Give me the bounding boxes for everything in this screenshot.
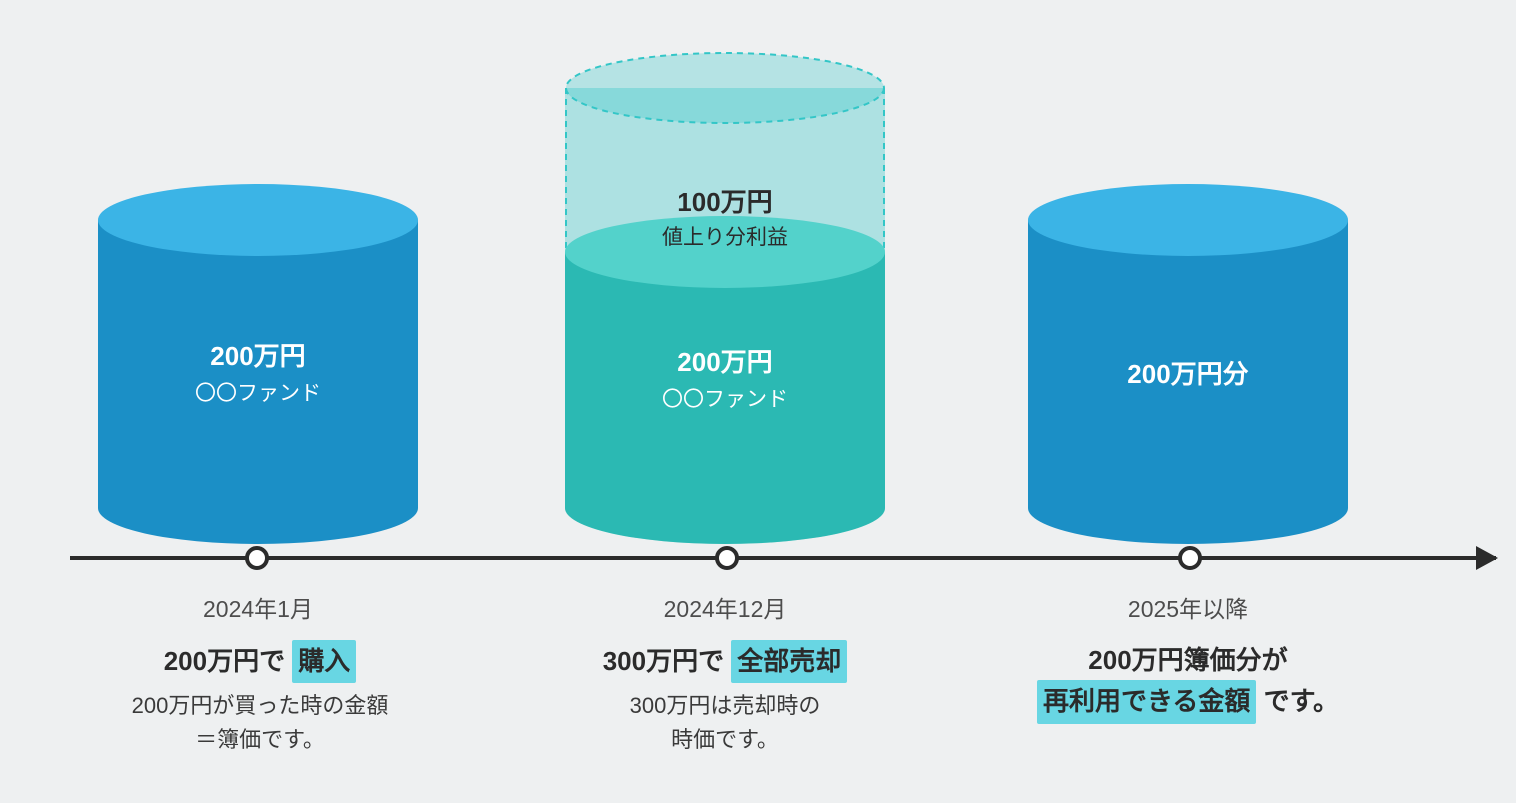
timeline-tick-3 (1178, 546, 1202, 570)
caption-mid-sub1: 300万円は売却時の (630, 693, 821, 718)
cylinder-middle: 100万円 値上り分利益 200万円 〇〇ファンド (565, 52, 885, 544)
caption-middle: 300万円で 全部売却 300万円は売却時の 時価です。 (525, 640, 925, 757)
timeline-tick-1 (245, 546, 269, 570)
caption-mid-pre: 300万円で (603, 646, 732, 676)
date-label-2: 2024年12月 (565, 590, 885, 624)
date-label-3: 2025年以降 (1028, 590, 1348, 624)
date-label-1: 2024年1月 (98, 590, 418, 624)
caption-left: 200万円で 購入 200万円が買った時の金額 ＝簿価です。 (60, 640, 460, 757)
timeline-axis (70, 556, 1496, 560)
cyl-mid-upper-amount: 100万円 (565, 182, 885, 219)
caption-right: 200万円簿価分が 再利用できる金額 です。 (968, 640, 1408, 724)
cyl-left-amount: 200万円 (98, 336, 418, 373)
caption-left-sub2: ＝簿価です。 (195, 727, 325, 752)
caption-mid-hl: 全部売却 (731, 640, 847, 683)
caption-right-post: です。 (1256, 686, 1339, 716)
cyl-left-sub: 〇〇ファンド (98, 377, 418, 407)
caption-left-hl: 購入 (292, 640, 356, 683)
caption-right-line1: 200万円簿価分が (1088, 645, 1287, 675)
timeline-tick-2 (715, 546, 739, 570)
timeline-arrowhead (1476, 546, 1498, 570)
cyl-mid-upper-sub: 値上り分利益 (565, 221, 885, 251)
cylinder-middle-svg (565, 52, 885, 544)
cylinder-left: 200万円 〇〇ファンド (98, 184, 418, 544)
cyl-mid-lower-sub: 〇〇ファンド (565, 383, 885, 413)
caption-mid-sub2: 時価です。 (671, 727, 779, 752)
cylinder-right: 200万円分 (1028, 184, 1348, 544)
caption-left-sub1: 200万円が買った時の金額 (132, 693, 389, 718)
cyl-right-amount: 200万円分 (1028, 354, 1348, 391)
cyl-mid-lower-amount: 200万円 (565, 342, 885, 379)
caption-right-hl: 再利用できる金額 (1037, 680, 1256, 723)
diagram-stage: 200万円 〇〇ファンド 100万円 値上り分利益 200万円 〇〇ファンド (0, 0, 1516, 803)
caption-left-pre: 200万円で (164, 646, 293, 676)
